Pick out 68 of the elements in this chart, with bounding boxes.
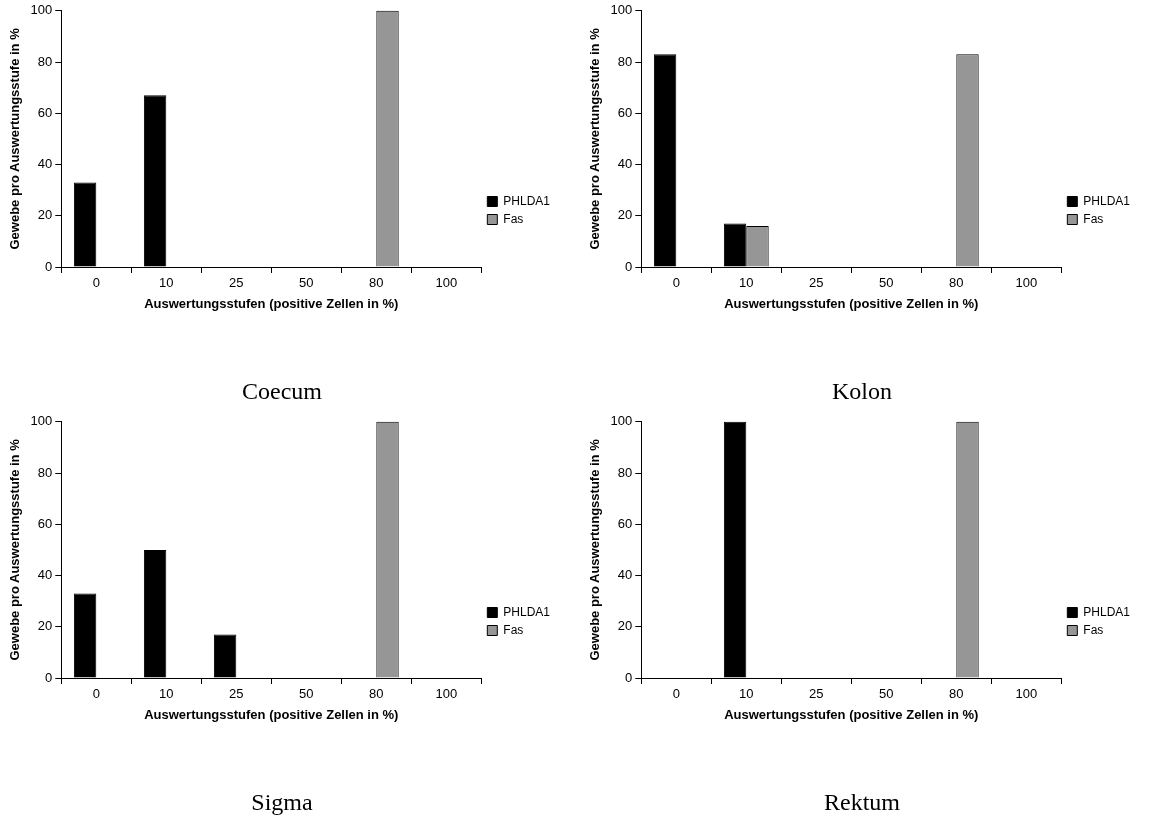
y-axis-title: Gewebe pro Auswertungsstufe in %: [7, 27, 23, 250]
legend-label: Fas: [1083, 211, 1104, 226]
y-tick-label: 100: [610, 413, 633, 429]
x-tick-label: 80: [949, 686, 964, 702]
y-tick-label: 60: [37, 104, 53, 120]
text: Kolon: [832, 377, 892, 404]
x-tick-label: 25: [809, 275, 824, 291]
y-tick-label: 20: [37, 618, 53, 634]
x-tick-label: 10: [739, 686, 754, 702]
x-tick-label: 100: [435, 686, 458, 702]
y-tick-label: 0: [45, 258, 53, 274]
x-tick-label: 100: [435, 275, 458, 291]
x-tick-label: 0: [92, 686, 100, 702]
x-tick-label: 50: [299, 686, 314, 702]
text: Rektum: [824, 788, 901, 815]
y-tick-label: 0: [45, 669, 53, 685]
x-tick-label: 10: [159, 275, 174, 291]
text: Sigma: [251, 788, 314, 815]
y-tick-label: 40: [37, 156, 53, 172]
legend-label: Fas: [1083, 622, 1104, 637]
y-tick-label: 80: [617, 53, 633, 69]
x-tick-label: 10: [739, 275, 754, 291]
x-tick-label: 100: [1015, 686, 1038, 702]
y-tick-label: 100: [30, 413, 53, 429]
y-tick-label: 0: [625, 258, 633, 274]
x-tick-label: 50: [879, 686, 894, 702]
x-tick-label: 25: [229, 686, 244, 702]
y-tick-label: 20: [617, 207, 633, 223]
x-tick-label: 80: [369, 686, 384, 702]
x-tick-label: 0: [92, 275, 100, 291]
legend-label: PHLDA1: [503, 193, 551, 208]
y-tick-label: 40: [37, 567, 53, 583]
x-tick-label: 0: [672, 686, 680, 702]
y-tick-label: 80: [617, 464, 633, 480]
x-tick-label: 10: [159, 686, 174, 702]
y-tick-label: 20: [37, 207, 53, 223]
y-tick-label: 20: [617, 618, 633, 634]
y-tick-label: 40: [617, 567, 633, 583]
y-axis-title: Gewebe pro Auswertungsstufe in %: [587, 438, 603, 661]
y-axis-title: Gewebe pro Auswertungsstufe in %: [7, 438, 23, 661]
y-axis-title: Gewebe pro Auswertungsstufe in %: [587, 27, 603, 250]
x-axis-title: Auswertungsstufen (positive Zellen in %): [724, 706, 979, 722]
x-tick-label: 100: [1015, 275, 1038, 291]
x-axis-title: Auswertungsstufen (positive Zellen in %): [144, 706, 399, 722]
x-tick-label: 0: [672, 275, 680, 291]
y-tick-label: 80: [37, 53, 53, 69]
x-axis-title: Auswertungsstufen (positive Zellen in %): [724, 295, 979, 311]
y-tick-label: 40: [617, 156, 633, 172]
x-tick-label: 80: [369, 275, 384, 291]
text: Coecum: [242, 377, 323, 404]
y-tick-label: 60: [37, 515, 53, 531]
x-tick-label: 25: [229, 275, 244, 291]
y-tick-label: 100: [30, 2, 53, 18]
legend-label: PHLDA1: [503, 604, 551, 619]
y-tick-label: 60: [617, 104, 633, 120]
x-tick-label: 80: [949, 275, 964, 291]
legend-label: Fas: [503, 211, 524, 226]
x-axis-title: Auswertungsstufen (positive Zellen in %): [144, 295, 399, 311]
y-tick-label: 80: [37, 464, 53, 480]
legend-label: PHLDA1: [1083, 193, 1131, 208]
x-tick-label: 25: [809, 686, 824, 702]
x-tick-label: 50: [879, 275, 894, 291]
y-tick-label: 100: [610, 2, 633, 18]
y-tick-label: 0: [625, 669, 633, 685]
legend-label: PHLDA1: [1083, 604, 1131, 619]
x-tick-label: 50: [299, 275, 314, 291]
legend-label: Fas: [503, 622, 524, 637]
y-tick-label: 60: [617, 515, 633, 531]
